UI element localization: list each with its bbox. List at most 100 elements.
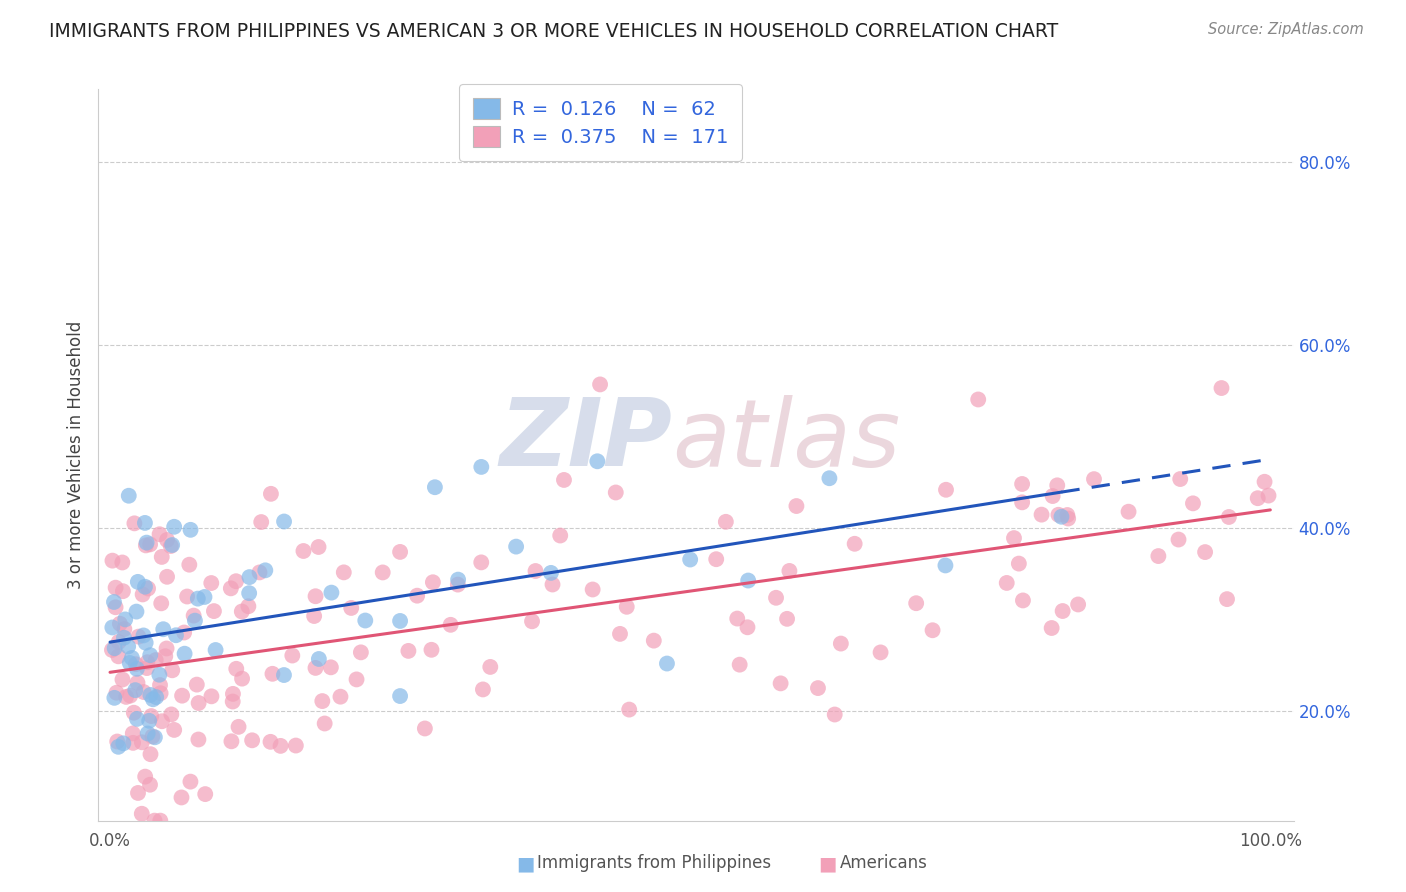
Point <box>101 643 124 657</box>
Point <box>104 600 127 615</box>
Point <box>589 377 612 392</box>
Point <box>921 624 943 638</box>
Point <box>505 540 527 554</box>
Point <box>1042 489 1064 503</box>
Point <box>108 616 131 631</box>
Point <box>187 696 209 710</box>
Point <box>905 596 928 610</box>
Point <box>231 672 253 686</box>
Text: ZIP: ZIP <box>499 394 672 486</box>
Point <box>447 577 470 591</box>
Point <box>176 590 198 604</box>
Point <box>249 566 271 580</box>
Point <box>1052 604 1074 618</box>
Point <box>238 599 260 614</box>
Point <box>159 539 181 553</box>
Point <box>163 723 186 737</box>
Point <box>548 528 571 542</box>
Point <box>124 683 146 698</box>
Point <box>125 712 148 726</box>
Point <box>389 689 412 703</box>
Point <box>967 392 990 407</box>
Point <box>292 544 315 558</box>
Point <box>1050 509 1073 524</box>
Point <box>150 596 173 610</box>
Point <box>139 688 162 702</box>
Point <box>142 692 165 706</box>
Text: Immigrants from Philippines: Immigrants from Philippines <box>537 855 772 872</box>
Point <box>250 515 273 529</box>
Point <box>134 770 156 784</box>
Point <box>184 614 207 628</box>
Point <box>728 657 751 672</box>
Point <box>304 589 326 603</box>
Point <box>115 690 138 704</box>
Legend: R =  0.126    N =  62, R =  0.375    N =  171: R = 0.126 N = 62, R = 0.375 N = 171 <box>460 84 741 161</box>
Point <box>145 690 167 704</box>
Point <box>311 694 333 708</box>
Point <box>138 714 160 728</box>
Point <box>148 667 170 681</box>
Point <box>125 657 148 672</box>
Point <box>333 566 356 580</box>
Point <box>1056 508 1078 522</box>
Point <box>134 580 156 594</box>
Point <box>231 605 253 619</box>
Point <box>553 473 575 487</box>
Point <box>156 533 179 547</box>
Point <box>165 628 187 642</box>
Point <box>150 549 173 564</box>
Point <box>179 774 201 789</box>
Point <box>308 540 330 554</box>
Point <box>172 689 194 703</box>
Point <box>125 605 148 619</box>
Point <box>319 660 342 674</box>
Point <box>679 552 702 566</box>
Point <box>122 706 145 720</box>
Point <box>135 661 157 675</box>
Point <box>111 556 134 570</box>
Point <box>389 614 412 628</box>
Point <box>1047 508 1070 522</box>
Point <box>143 731 166 745</box>
Point <box>329 690 352 704</box>
Point <box>655 657 678 671</box>
Point <box>124 516 146 531</box>
Point <box>145 653 167 667</box>
Point <box>308 652 330 666</box>
Point <box>1002 531 1025 545</box>
Point <box>114 612 136 626</box>
Point <box>605 485 627 500</box>
Text: ■: ■ <box>516 854 534 873</box>
Point <box>830 636 852 650</box>
Point <box>155 649 177 664</box>
Point <box>1011 495 1033 509</box>
Point <box>824 707 846 722</box>
Point <box>155 641 177 656</box>
Point <box>117 640 139 654</box>
Point <box>541 577 564 591</box>
Point <box>1067 598 1090 612</box>
Point <box>643 633 665 648</box>
Point <box>200 690 222 704</box>
Point <box>118 489 141 503</box>
Point <box>104 581 127 595</box>
Point <box>104 641 127 656</box>
Point <box>423 480 446 494</box>
Text: ■: ■ <box>818 854 837 873</box>
Point <box>934 558 956 573</box>
Point <box>818 471 841 485</box>
Point <box>396 644 419 658</box>
Point <box>135 535 157 549</box>
Point <box>540 566 562 580</box>
Point <box>132 628 155 642</box>
Point <box>304 661 326 675</box>
Point <box>238 570 260 584</box>
Point <box>127 675 149 690</box>
Point <box>118 656 141 670</box>
Point <box>524 564 547 578</box>
Point <box>127 574 149 589</box>
Point <box>111 584 134 599</box>
Point <box>121 726 143 740</box>
Point <box>1218 510 1240 524</box>
